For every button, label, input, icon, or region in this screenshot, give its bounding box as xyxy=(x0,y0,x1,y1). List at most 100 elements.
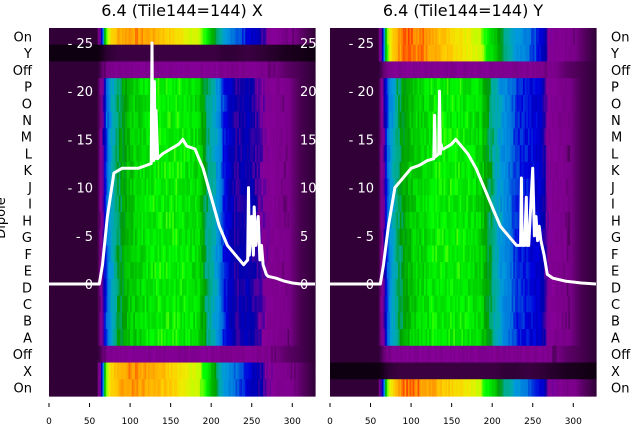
heatmap-cell xyxy=(188,262,191,280)
heatmap-cell xyxy=(583,94,586,113)
heatmap-cell xyxy=(506,145,510,163)
heatmap-cell xyxy=(194,128,198,146)
heatmap-cell xyxy=(128,145,131,163)
heatmap-cell xyxy=(284,161,287,180)
heatmap-cell xyxy=(419,61,422,79)
heatmap-cell xyxy=(341,145,344,163)
heatmap-cell xyxy=(347,94,351,113)
heatmap-cell xyxy=(293,329,297,347)
heatmap-cell xyxy=(188,44,191,63)
heatmap-cell xyxy=(237,312,240,330)
heatmap-cell xyxy=(407,28,411,46)
heatmap-cell xyxy=(503,145,506,163)
heatmap-cell xyxy=(498,94,501,113)
heatmap-cell xyxy=(120,61,123,79)
heatmap-cell xyxy=(92,44,96,63)
heatmap-cell xyxy=(367,128,370,146)
heatmap-cell xyxy=(219,379,222,397)
heatmap-cell xyxy=(104,195,107,213)
heatmap-cell xyxy=(125,379,128,397)
heatmap-cell xyxy=(479,61,482,79)
heatmap-cell xyxy=(125,245,128,263)
heatmap-cell xyxy=(156,212,159,230)
heatmap-cell xyxy=(94,145,97,163)
heatmap-cell xyxy=(279,161,282,180)
heatmap-cell xyxy=(156,345,159,364)
heatmap-cell xyxy=(107,295,110,313)
heatmap-cell xyxy=(254,94,258,113)
heatmap-cell xyxy=(524,78,527,96)
heatmap-cell xyxy=(52,44,55,63)
heatmap-cell xyxy=(220,161,224,180)
heatmap-cell xyxy=(386,111,389,129)
heatmap-cell xyxy=(212,94,216,113)
heatmap-cell xyxy=(492,94,495,113)
heatmap-row xyxy=(49,61,316,79)
heatmap-cell xyxy=(570,61,573,79)
heatmap-cell xyxy=(251,28,254,46)
heatmap-cell xyxy=(79,161,83,180)
heatmap-cell xyxy=(566,128,570,146)
heatmap-cell xyxy=(450,61,453,79)
heatmap-cell xyxy=(381,145,385,163)
heatmap-cell xyxy=(52,278,55,297)
heatmap-cell xyxy=(372,145,375,163)
heatmap-cell xyxy=(94,61,97,79)
heatmap-cell xyxy=(50,161,53,180)
heatmap-cell xyxy=(217,111,220,129)
heatmap-cell xyxy=(50,245,53,263)
heatmap-cell xyxy=(217,44,220,63)
heatmap-cell xyxy=(139,161,143,180)
heatmap-cell xyxy=(264,228,267,247)
heatmap-cell xyxy=(227,94,230,113)
heatmap-cell xyxy=(511,44,514,63)
heatmap-cell xyxy=(152,28,156,46)
heatmap-cell xyxy=(222,329,225,347)
heatmap-cell xyxy=(63,195,66,213)
heatmap-cell xyxy=(285,195,289,213)
heatmap-cell xyxy=(99,161,102,180)
heatmap-cell xyxy=(149,262,152,280)
heatmap-cell xyxy=(451,28,454,46)
heatmap-cell xyxy=(79,379,83,397)
heatmap-cell xyxy=(571,61,574,79)
heatmap-cell xyxy=(225,379,229,397)
heatmap-cell xyxy=(451,61,454,79)
heatmap-cell xyxy=(399,78,402,96)
heatmap-cell xyxy=(503,78,506,96)
heatmap-cell xyxy=(99,278,102,297)
heatmap-cell xyxy=(349,94,352,113)
heatmap-cell xyxy=(295,111,298,129)
heatmap-cell xyxy=(141,312,144,330)
heatmap-cell xyxy=(157,329,160,347)
heatmap-cell xyxy=(573,28,576,46)
heatmap-cell xyxy=(147,312,151,330)
heatmap-cell xyxy=(113,329,117,347)
heatmap-cell xyxy=(178,245,181,263)
row-label-off: Off xyxy=(13,348,33,363)
heatmap-cell xyxy=(561,44,565,63)
heatmap-cell xyxy=(344,44,347,63)
heatmap-cell xyxy=(178,362,181,380)
heatmap-cell xyxy=(428,44,432,63)
heatmap-cell xyxy=(516,44,519,63)
heatmap-cell xyxy=(183,195,186,213)
heatmap-cell xyxy=(96,262,99,280)
heatmap-cell xyxy=(185,61,188,79)
heatmap-cell xyxy=(463,78,466,96)
heatmap-cell xyxy=(383,28,386,46)
heatmap-cell xyxy=(227,61,230,79)
heatmap-cell xyxy=(404,61,407,79)
heatmap-cell xyxy=(524,28,527,46)
heatmap-cell xyxy=(130,245,133,263)
heatmap-cell xyxy=(55,312,58,330)
heatmap-cell xyxy=(159,178,162,196)
heatmap-cell xyxy=(466,94,469,113)
heatmap-cell xyxy=(553,128,557,146)
heatmap-cell xyxy=(164,161,167,180)
heatmap-cell xyxy=(214,94,217,113)
heatmap-cell xyxy=(305,195,308,213)
heatmap-cell xyxy=(232,128,235,146)
heatmap-cell xyxy=(259,61,263,79)
heatmap-cell xyxy=(269,262,272,280)
